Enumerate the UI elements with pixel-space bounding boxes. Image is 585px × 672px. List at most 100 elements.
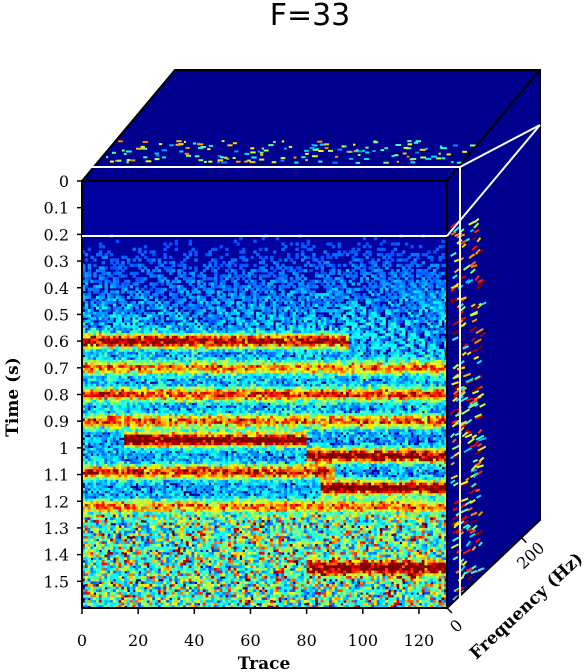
heatmap-cell xyxy=(110,589,114,593)
heatmap-cell xyxy=(126,477,131,481)
heatmap-cell xyxy=(101,338,106,342)
heatmap-cell xyxy=(121,557,125,561)
heatmap-cell xyxy=(82,293,86,297)
heatmap-cell xyxy=(160,343,165,348)
heatmap-cell xyxy=(185,426,190,430)
heatmap-cell xyxy=(146,581,150,585)
heatmap-cell xyxy=(166,335,170,340)
side-streak xyxy=(479,403,486,408)
heatmap-cell xyxy=(152,543,156,548)
heatmap-cell xyxy=(149,517,153,521)
heatmap-cell xyxy=(157,490,162,494)
heatmap-cell xyxy=(152,509,156,513)
heatmap-cell xyxy=(157,583,162,588)
heatmap-cell xyxy=(146,317,150,321)
heatmap-cell xyxy=(90,397,94,401)
heatmap-cell xyxy=(185,303,190,308)
heatmap-cell xyxy=(174,498,179,502)
heatmap-cell xyxy=(177,413,181,417)
heatmap-cell xyxy=(174,597,179,601)
heatmap-cell xyxy=(163,253,167,257)
heatmap-cell xyxy=(143,405,148,409)
heatmap-cell xyxy=(166,442,170,446)
heatmap-cell xyxy=(124,375,128,380)
heatmap-cell xyxy=(93,594,97,598)
heatmap-cell xyxy=(90,535,94,540)
heatmap-cell xyxy=(163,306,167,310)
heatmap-cell xyxy=(143,562,148,566)
heatmap-cell xyxy=(188,437,193,441)
side-streak xyxy=(450,455,455,460)
heatmap-cell xyxy=(188,405,193,409)
heatmap-cell xyxy=(101,413,106,417)
heatmap-cell xyxy=(121,413,125,417)
heatmap-cell xyxy=(143,322,148,326)
heatmap-cell xyxy=(146,439,150,444)
heatmap-cell xyxy=(157,343,162,348)
heatmap-cell xyxy=(124,546,128,550)
heatmap-cell xyxy=(112,314,117,318)
heatmap-cell xyxy=(157,378,162,382)
heatmap-cell xyxy=(87,591,92,596)
heatmap-cell xyxy=(115,573,120,577)
heatmap-cell xyxy=(84,442,89,446)
heatmap-cell xyxy=(101,359,106,364)
heatmap-cell xyxy=(185,599,190,604)
heatmap-cell xyxy=(180,506,184,510)
heatmap-cell xyxy=(171,437,176,441)
heatmap-cell xyxy=(171,269,176,273)
heatmap-cell xyxy=(166,357,170,361)
heatmap-cell xyxy=(82,338,86,342)
heatmap-cell xyxy=(135,597,139,601)
heatmap-cell xyxy=(146,319,150,324)
heatmap-cell xyxy=(140,557,145,561)
heatmap-cell xyxy=(115,429,120,433)
heatmap-cell xyxy=(169,325,173,329)
heatmap-cell xyxy=(110,357,114,361)
heatmap-cell xyxy=(140,573,145,577)
heatmap-cell xyxy=(188,583,193,588)
heatmap-cell xyxy=(163,418,167,422)
heatmap-cell xyxy=(96,349,100,353)
heatmap-cell xyxy=(82,381,86,385)
heatmap-cell xyxy=(174,239,179,243)
heatmap-cell xyxy=(171,279,176,284)
heatmap-cell xyxy=(155,589,159,593)
heatmap-cell xyxy=(90,605,94,608)
heatmap-cell xyxy=(188,415,193,420)
heatmap-cell xyxy=(129,365,134,369)
top-speckle xyxy=(204,161,207,163)
heatmap-cell xyxy=(174,559,179,564)
heatmap-cell xyxy=(115,418,120,422)
heatmap-cell xyxy=(129,375,134,380)
heatmap-cell xyxy=(188,530,193,534)
heatmap-cell xyxy=(160,517,165,521)
top-speckle xyxy=(155,154,160,157)
heatmap-cell xyxy=(177,511,181,516)
heatmap-cell xyxy=(104,266,108,270)
heatmap-cell xyxy=(177,485,181,489)
heatmap-cell xyxy=(152,522,156,526)
heatmap-cell xyxy=(138,541,142,545)
heatmap-cell xyxy=(160,503,165,508)
heatmap-cell xyxy=(93,586,97,590)
heatmap-cell xyxy=(98,413,103,417)
heatmap-cell xyxy=(132,418,136,422)
heatmap-cell xyxy=(118,407,122,412)
heatmap-cell xyxy=(129,354,134,358)
top-speckle xyxy=(217,161,221,164)
heatmap-cell xyxy=(126,442,131,446)
heatmap-cell xyxy=(188,557,193,561)
heatmap-cell xyxy=(183,495,187,500)
heatmap-cell xyxy=(121,474,125,478)
heatmap-cell xyxy=(132,570,136,574)
heatmap-cell xyxy=(118,530,122,534)
heatmap-cell xyxy=(157,269,162,273)
heatmap-cell xyxy=(126,362,131,366)
heatmap-cell xyxy=(191,335,195,340)
heatmap-cell xyxy=(188,394,193,398)
top-speckle xyxy=(312,155,318,158)
heatmap-cell xyxy=(112,421,117,425)
heatmap-cell xyxy=(155,346,159,350)
heatmap-cell xyxy=(129,383,134,388)
